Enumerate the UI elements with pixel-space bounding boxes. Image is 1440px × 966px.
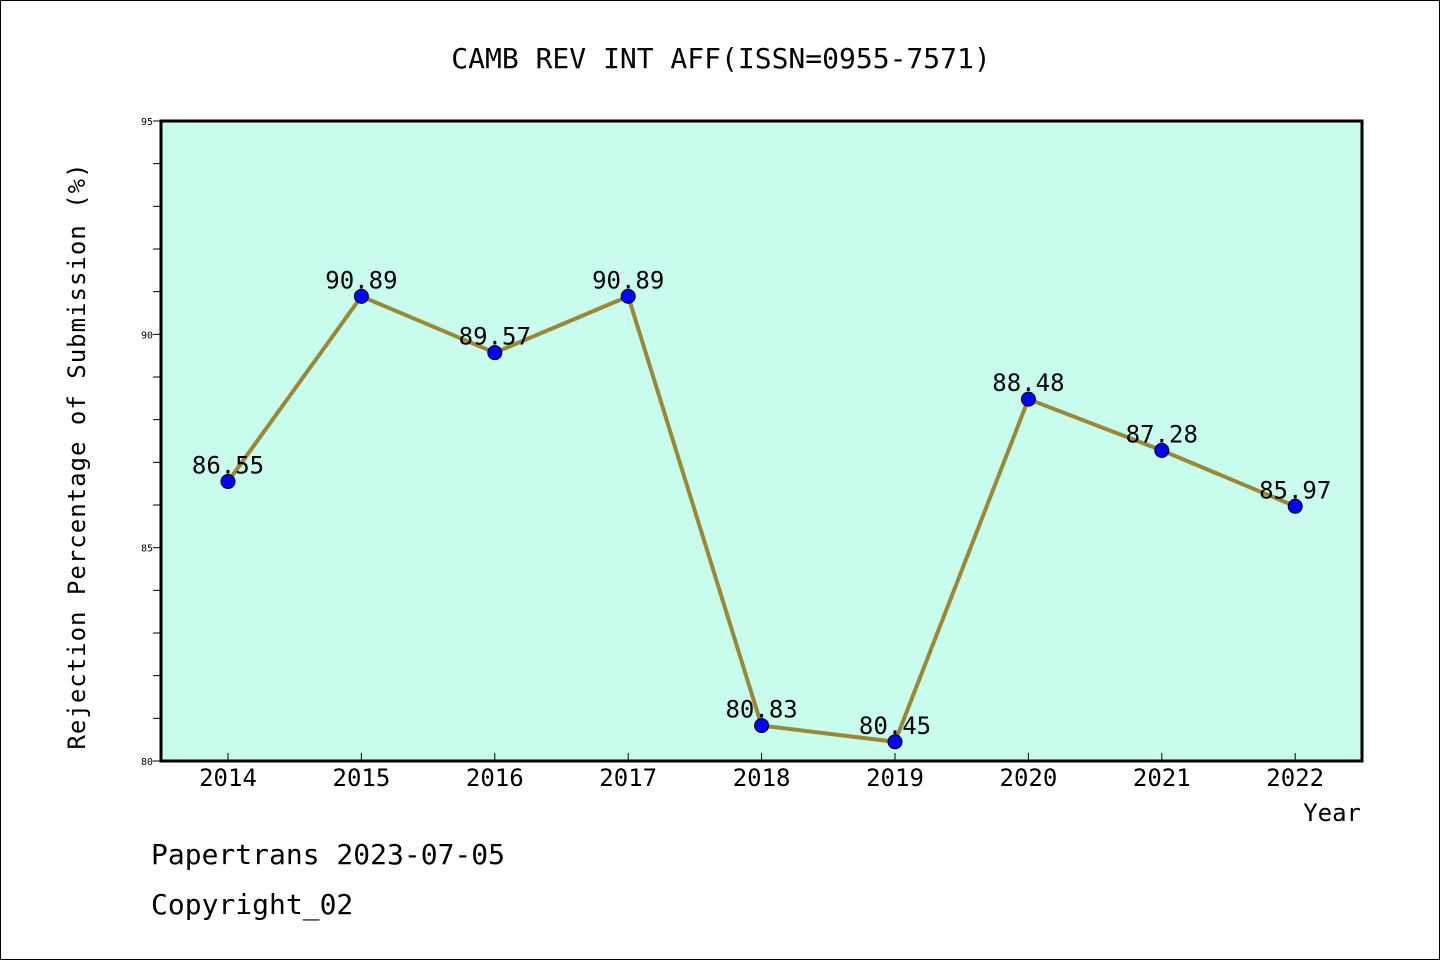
x-tick-label: 2019 — [866, 764, 924, 792]
chart-title: CAMB REV INT AFF(ISSN=0955-7571) — [451, 42, 990, 75]
data-points — [220, 288, 1303, 750]
data-label: 89.57 — [459, 323, 531, 351]
y-axis-label: Rejection Percentage of Submission (%) — [63, 162, 91, 749]
data-label: 80.83 — [725, 696, 797, 724]
data-label: 87.28 — [1126, 420, 1198, 448]
footer-date: Papertrans 2023-07-05 — [151, 838, 505, 871]
x-tick-label: 2015 — [333, 764, 391, 792]
x-tick-label: 2014 — [199, 764, 257, 792]
data-label: 86.55 — [192, 452, 264, 480]
y-tick-label: 80 — [141, 757, 153, 768]
x-tick-label: 2022 — [1266, 764, 1324, 792]
x-axis-label: Year — [1303, 799, 1361, 827]
y-tick-label: 95 — [141, 117, 153, 128]
x-tick-label: 2018 — [733, 764, 791, 792]
plot-area — [159, 119, 1364, 763]
data-label: 85.97 — [1259, 476, 1331, 504]
data-point — [754, 718, 770, 734]
footer-copyright: Copyright_02 — [151, 888, 353, 922]
data-point — [887, 734, 903, 750]
data-point — [353, 288, 369, 304]
data-label: 90.89 — [592, 266, 664, 294]
data-point — [1287, 498, 1303, 514]
data-label: 80.45 — [859, 712, 931, 740]
x-axis: 2014 2015 2016 2017 2018 2019 2020 2021 2022 — [199, 753, 1324, 792]
y-tick-label: 85 — [141, 544, 153, 555]
data-point — [487, 345, 503, 361]
data-point — [220, 474, 236, 490]
x-tick-label: 2017 — [599, 764, 657, 792]
y-tick-label: 90 — [141, 330, 153, 341]
data-point — [1020, 391, 1036, 407]
data-labels: 86.55 90.89 89.57 90.89 80.83 80.45 88.48 87.28… — [192, 266, 1331, 739]
data-point — [1154, 442, 1170, 458]
x-tick-label: 2020 — [1000, 764, 1058, 792]
x-tick-label: 2016 — [466, 764, 524, 792]
x-tick-label: 2021 — [1133, 764, 1191, 792]
data-label: 90.89 — [325, 266, 397, 294]
y-axis: 80 85 90 95 — [141, 117, 161, 768]
data-point — [620, 288, 636, 304]
data-label: 88.48 — [992, 369, 1064, 397]
